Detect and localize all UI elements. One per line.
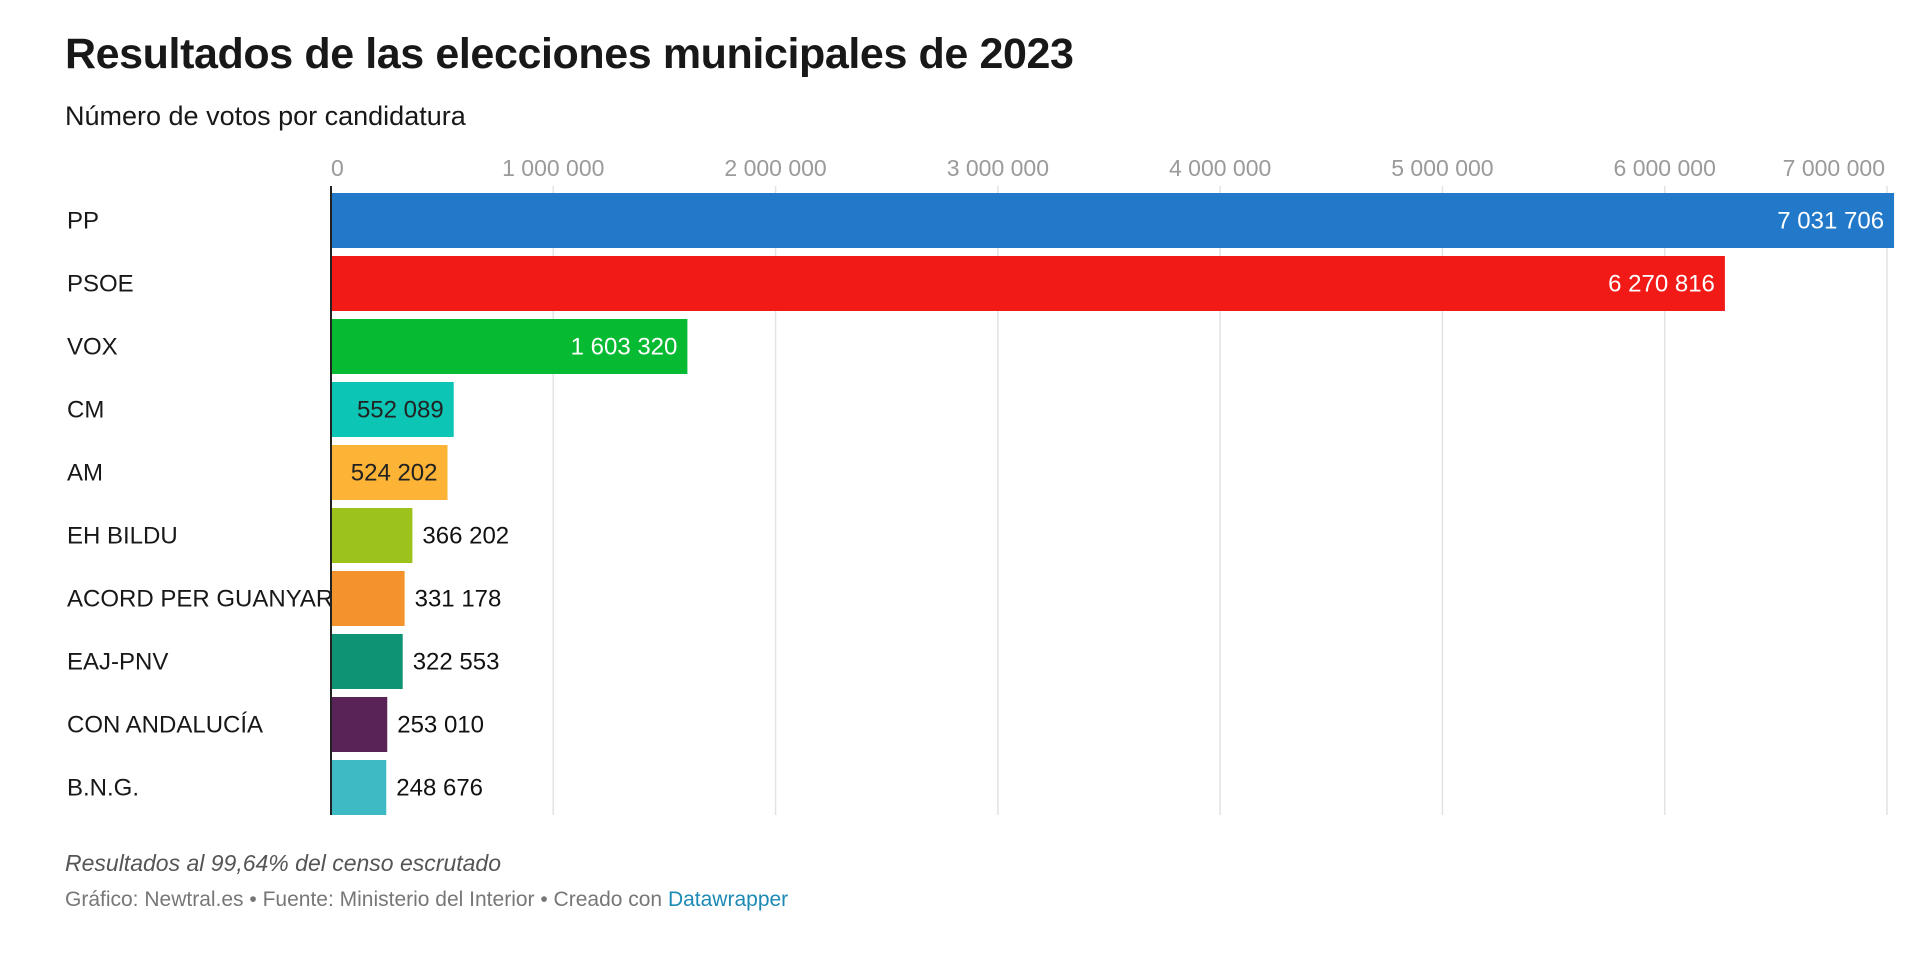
chart-credits: Gráfico: Newtral.es • Fuente: Ministerio… (65, 888, 788, 912)
value-label: 253 010 (397, 712, 484, 739)
category-label: EAJ-PNV (67, 649, 168, 676)
bar (331, 508, 413, 563)
datawrapper-link[interactable]: Datawrapper (667, 888, 789, 911)
bar (331, 319, 688, 374)
x-tick-label: 5 000 000 (1391, 155, 1493, 181)
x-tick-label: 1 000 000 (502, 155, 604, 181)
value-label: 552 089 (357, 397, 444, 424)
x-tick-label: 3 000 000 (947, 155, 1049, 181)
x-tick-label: 2 000 000 (724, 155, 826, 181)
bar (331, 760, 387, 815)
value-label: 366 202 (422, 523, 509, 550)
bar-chart: 0 1 000 000 2 000 000 3 000 000 4 000 000 5 0… (67, 155, 1895, 815)
bar (331, 256, 1725, 311)
category-label: CM (67, 397, 104, 424)
category-label: EH BILDU (67, 523, 178, 550)
chart-note: Resultados al 99,64% del censo escrutado (65, 850, 502, 876)
value-label: 248 676 (396, 775, 483, 802)
bar (331, 445, 448, 500)
category-label: PP (67, 208, 99, 235)
bar (331, 697, 388, 752)
chart-subtitle: Número de votos por candidatura (65, 101, 466, 131)
bar (331, 571, 405, 626)
value-label: 524 202 (351, 460, 438, 487)
x-tick-label: 4 000 000 (1169, 155, 1271, 181)
x-tick-label: 0 (331, 155, 344, 181)
bar (331, 634, 403, 689)
x-tick-label: 6 000 000 (1614, 155, 1716, 181)
x-tick-label: 7 000 000 (1783, 155, 1885, 181)
category-label: ACORD PER GUANYAR (67, 586, 333, 613)
credits-text: Gráfico: Newtral.es • Fuente: Ministerio… (65, 888, 668, 911)
value-label: 6 270 816 (1608, 271, 1715, 298)
category-label: B.N.G. (67, 775, 139, 802)
category-label: VOX (67, 334, 118, 361)
category-label: PSOE (67, 271, 134, 298)
value-label: 7 031 706 (1777, 208, 1884, 235)
value-label: 322 553 (413, 649, 500, 676)
bar (331, 382, 454, 437)
chart-title: Resultados de las elecciones municipales… (65, 30, 1074, 78)
category-label: CON ANDALUCÍA (67, 712, 263, 739)
category-label: AM (67, 460, 103, 487)
value-label: 331 178 (415, 586, 502, 613)
bar (331, 193, 1895, 248)
value-label: 1 603 320 (571, 334, 678, 361)
